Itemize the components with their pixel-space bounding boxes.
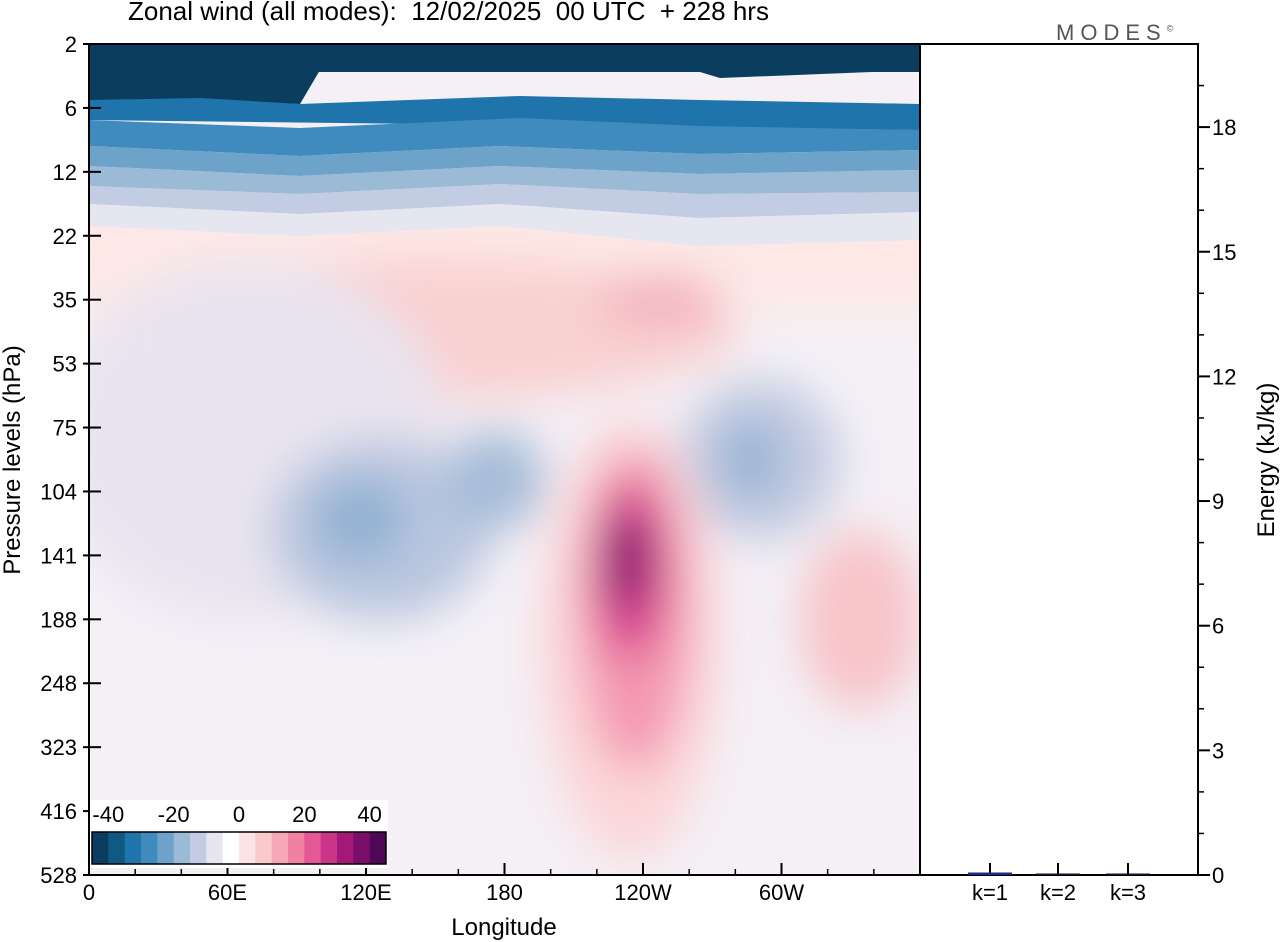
y-tick-label: 35 [53, 288, 77, 313]
band-7 [89, 184, 920, 218]
energy-category-label: k=2 [1040, 880, 1076, 905]
y-axis-label: Pressure levels (hPa) [0, 345, 26, 574]
colorbar-swatch [108, 832, 126, 864]
colorbar-tick-label: -20 [158, 802, 190, 827]
energy-tick-label: 0 [1212, 863, 1224, 888]
band-6 [89, 166, 920, 194]
colorbar-swatch [157, 832, 175, 864]
heatmap-field [89, 190, 920, 860]
colorbar-swatch [206, 832, 224, 864]
energy-tick-label: 12 [1212, 364, 1236, 389]
colorbar-swatch [190, 832, 207, 864]
band-4 [89, 118, 920, 156]
colorbar-tick-label: 20 [292, 802, 316, 827]
energy-panel-frame [919, 43, 1199, 876]
x-tick-label: 60E [208, 880, 247, 905]
energy-tick-label: 3 [1212, 738, 1224, 763]
x-tick-label: 0 [83, 880, 95, 905]
modes-logo: MODES© [1056, 20, 1173, 46]
brand-mark: © [1166, 23, 1174, 34]
energy-tick-label: 9 [1212, 489, 1224, 514]
field-jet-core [606, 512, 650, 608]
y-tick-label: 248 [40, 671, 77, 696]
energy-tick-label: 15 [1212, 240, 1236, 265]
x-tick-label: 180 [486, 880, 523, 905]
field-upper-westerlies-core [600, 275, 720, 325]
colorbar-swatch [288, 832, 305, 864]
colorbar-swatch [173, 832, 191, 864]
x-tick-label: 60W [759, 880, 804, 905]
y-tick-label: 323 [40, 735, 77, 760]
x-tick-label: 120E [340, 880, 391, 905]
y-tick-label: 6 [65, 96, 77, 121]
brand-text: MODES [1056, 20, 1167, 45]
energy-tick-label: 18 [1212, 115, 1236, 140]
energy-axis-label: Energy (kJ/kg) [1253, 383, 1280, 538]
colorbar-frame [91, 831, 387, 865]
band-2 [89, 70, 920, 104]
colorbar-swatch [92, 832, 109, 864]
y-tick-label: 104 [40, 479, 77, 504]
y-tick-label: 12 [53, 160, 77, 185]
field-east-atlantic-westerlies [800, 530, 920, 710]
colorbar-swatch [337, 832, 354, 864]
y-tick-label: 2 [65, 32, 77, 57]
colorbar-swatch [320, 832, 338, 864]
energy-bar [1106, 873, 1150, 875]
colorbar-swatch [124, 832, 142, 864]
energy-category-label: k=1 [972, 880, 1008, 905]
energy-tick-label: 6 [1212, 614, 1224, 639]
energy-category-label: k=3 [1110, 880, 1146, 905]
energy-axes: 0 3 6 9 12 15 18 k=1 k=2 k=3 [968, 84, 1236, 905]
field-american-easterlies-core [720, 420, 780, 500]
colorbar-swatch [353, 832, 371, 864]
band-3 [89, 96, 920, 130]
heatmap-axes: 0 60E 120E 180 120W 60W 2 6 12 22 35 53 75 104 141 188 2… [40, 32, 875, 905]
colorbar-tick-label: 0 [233, 802, 245, 827]
colorbar-tick-label: 40 [357, 802, 381, 827]
colorbar-swatch [304, 832, 322, 864]
x-axis-label: Longitude [451, 914, 556, 941]
colorbar-swatch [222, 832, 240, 864]
band-5 [89, 146, 920, 176]
field-tropical-easterlies-core [315, 480, 405, 560]
energy-bar [1036, 873, 1080, 875]
chart-title: Zonal wind (all modes): 12/02/2025 00 UT… [128, 0, 769, 26]
y-tick-label: 141 [40, 543, 77, 568]
band-8 [89, 204, 920, 246]
energy-bar [968, 872, 1012, 875]
colorbar-swatch [271, 832, 289, 864]
band-1 [89, 44, 920, 72]
colorbar-swatch [255, 832, 273, 864]
colorbar-swatch [141, 832, 158, 864]
y-tick-label: 188 [40, 607, 77, 632]
y-tick-label: 22 [53, 224, 77, 249]
colorbar-swatch [369, 832, 387, 864]
y-tick-label: 416 [40, 799, 77, 824]
colorbar: -40 -20 0 20 40 [90, 800, 388, 868]
heatmap-panel [89, 44, 920, 875]
y-tick-label: 75 [53, 416, 77, 441]
x-tick-label: 120W [614, 880, 672, 905]
colorbar-tick-label: -40 [92, 802, 124, 827]
y-tick-label: 53 [53, 352, 77, 377]
stratospheric-bands [89, 44, 920, 246]
field-easterlies-east-core [445, 430, 545, 530]
colorbar-swatch [239, 832, 256, 864]
y-tick-label: 528 [40, 863, 77, 888]
